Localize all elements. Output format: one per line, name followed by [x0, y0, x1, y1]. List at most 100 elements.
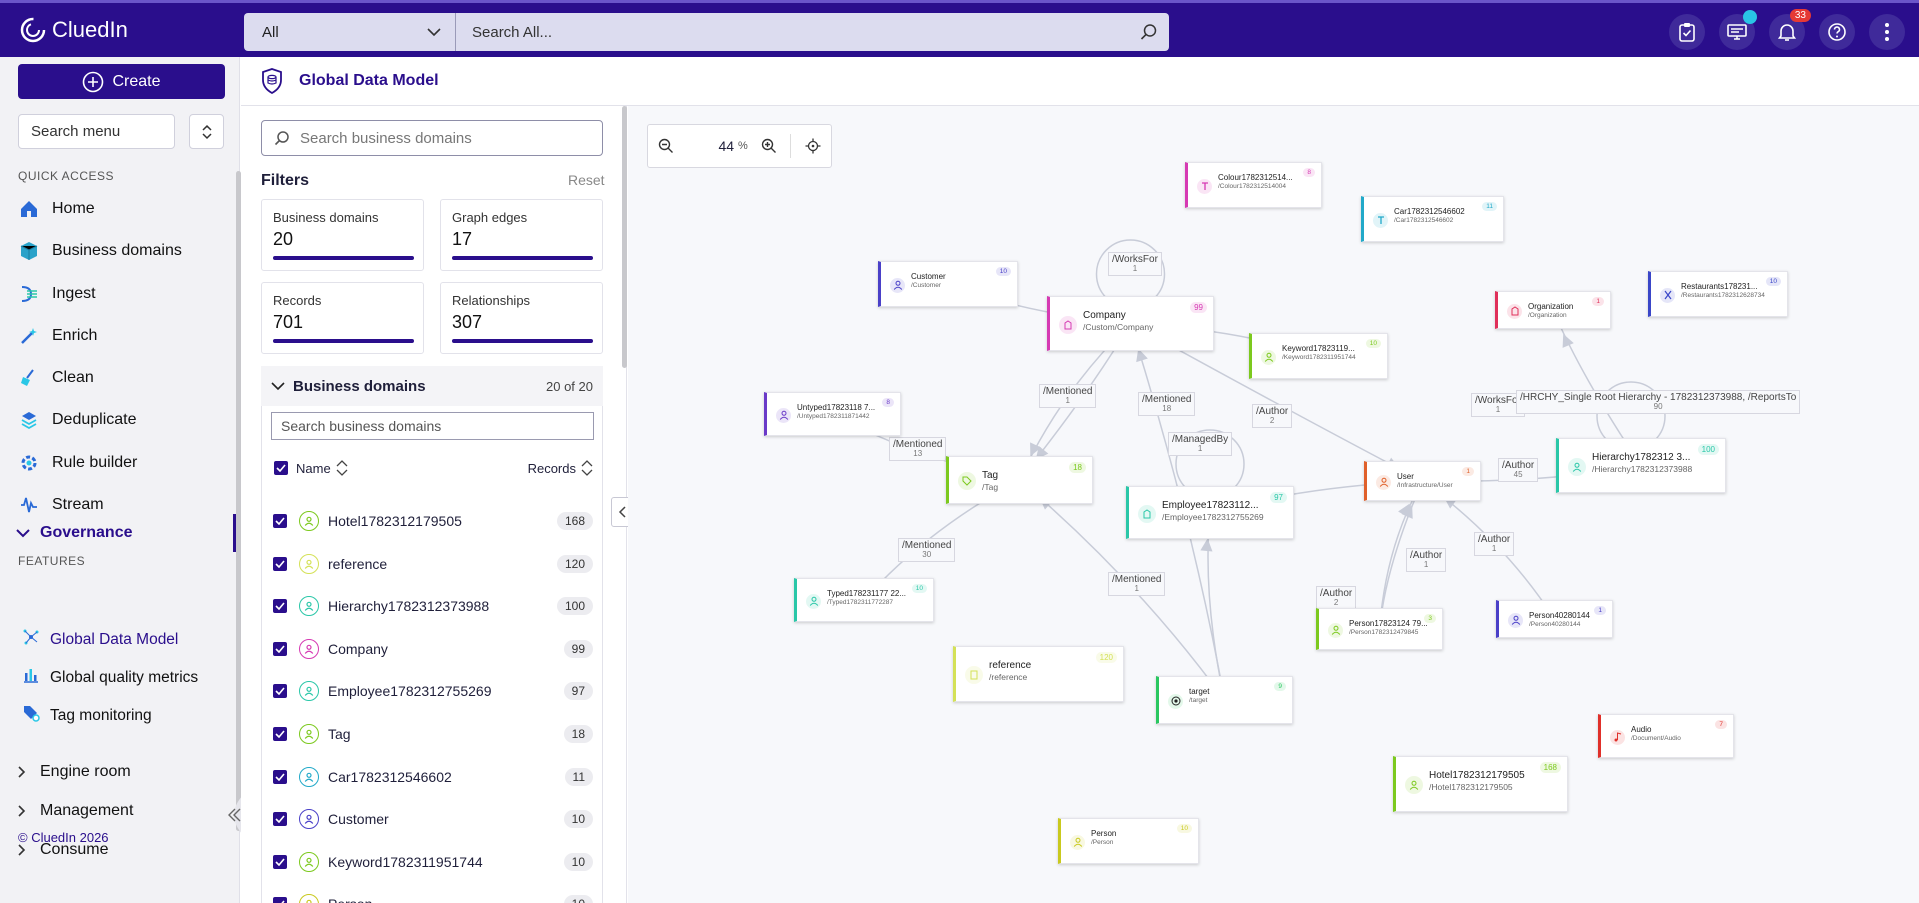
edge-label[interactable]: /Author 2: [1252, 404, 1293, 428]
page-header: Global Data Model: [241, 57, 1919, 106]
graph-node-person1[interactable]: Person17823124 79.../Person1782312479845…: [1316, 608, 1443, 650]
node-title: Colour1782312514...: [1218, 173, 1293, 182]
graph-node-typed[interactable]: Typed178231177 22.../Typed1782311772287 1…: [794, 578, 934, 622]
zoom-in-icon[interactable]: [751, 138, 788, 154]
domain-row[interactable]: Person 10: [273, 890, 593, 903]
graph-node-hierarchy[interactable]: Hierarchy1782312 3.../Hierarchy178231237…: [1556, 438, 1726, 493]
search-icon[interactable]: [1129, 23, 1169, 41]
nav-home[interactable]: Home: [18, 197, 95, 221]
nav-engine-room[interactable]: Engine room: [18, 763, 131, 781]
domain-checkbox[interactable]: [273, 556, 287, 571]
graph-canvas[interactable]: /WorksFor 1/Mentioned 1/Mentioned 18/Author…: [628, 106, 1919, 903]
business-domains-section-header[interactable]: Business domains 20 of 20: [261, 366, 603, 406]
domain-checkbox[interactable]: [273, 897, 287, 903]
domain-row[interactable]: Hotel1782312179505 168: [273, 507, 593, 535]
domain-row[interactable]: Keyword1782311951744 10: [273, 848, 593, 876]
col-name[interactable]: Name: [296, 460, 331, 476]
search-scope-select[interactable]: All: [244, 13, 456, 51]
help-icon[interactable]: [1819, 14, 1855, 50]
domain-row[interactable]: Hierarchy1782312373988 100: [273, 592, 593, 620]
domain-row[interactable]: Employee1782312755269 97: [273, 677, 593, 705]
nav-ingest[interactable]: Ingest: [18, 282, 96, 306]
clipboard-icon[interactable]: [1669, 14, 1705, 50]
domain-checkbox[interactable]: [273, 727, 287, 741]
nav-governance[interactable]: Governance: [16, 524, 132, 542]
graph-node-colour[interactable]: Colour1782312514.../Colour1782312514004 8: [1185, 162, 1322, 208]
nav-stream[interactable]: Stream: [18, 493, 104, 517]
nav-business-domains[interactable]: Business domains: [18, 239, 182, 263]
graph-node-hotel[interactable]: Hotel1782312179505/Hotel1782312179505 168: [1393, 756, 1568, 812]
recenter-icon[interactable]: [794, 138, 831, 154]
domain-row[interactable]: Car1782312546602 11: [273, 763, 593, 791]
node-type-icon: [1568, 457, 1586, 476]
graph-node-tag[interactable]: Tag/Tag 18: [946, 456, 1093, 504]
edge-label[interactable]: /HRCHY_Single Root Hierarchy - 178231237…: [1516, 390, 1801, 414]
graph-node-untyped[interactable]: Untyped17823118 7.../Untyped178231187144…: [764, 392, 901, 436]
domain-checkbox[interactable]: [273, 684, 287, 699]
nav-tag-monitoring[interactable]: Tag monitoring: [22, 704, 152, 727]
business-domain-search-input[interactable]: [300, 129, 602, 147]
sidebar-scrollbar[interactable]: [236, 171, 241, 831]
nav-management[interactable]: Management: [18, 802, 133, 820]
nav-clean[interactable]: Clean: [18, 366, 94, 390]
menu-sort-button[interactable]: [189, 114, 224, 149]
bell-icon[interactable]: 33: [1769, 9, 1811, 50]
edge-label[interactable]: /WorksFor 1: [1471, 393, 1525, 417]
edge-label[interactable]: /ManagedBy 1: [1168, 432, 1233, 456]
graph-node-organization[interactable]: Organization/Organization 1: [1495, 291, 1611, 329]
graph-node-person[interactable]: Person/Person 10: [1058, 818, 1199, 864]
panel-scrollbar[interactable]: [622, 106, 627, 368]
edge-label[interactable]: /WorksFor 1: [1108, 252, 1162, 276]
graph-node-car[interactable]: Car1782312546602/Car1782312546602 11: [1361, 196, 1504, 242]
nav-enrich[interactable]: Enrich: [18, 324, 97, 348]
more-vertical-icon[interactable]: [1869, 14, 1905, 50]
domain-row[interactable]: Tag 18: [273, 720, 593, 748]
reset-button[interactable]: Reset: [568, 172, 605, 188]
domain-row[interactable]: Company 99: [273, 635, 593, 663]
domain-checkbox[interactable]: [273, 854, 287, 869]
edge-label[interactable]: /Mentioned 18: [1138, 392, 1196, 416]
select-all-checkbox[interactable]: [274, 461, 288, 475]
edge-label[interactable]: /Author 45: [1498, 458, 1539, 482]
nav-deduplicate[interactable]: Deduplicate: [18, 408, 137, 432]
zoom-out-icon[interactable]: [648, 138, 685, 154]
edge-label[interactable]: /Author 2: [1316, 586, 1357, 610]
domain-row[interactable]: Customer 10: [273, 805, 593, 833]
edge-label[interactable]: /Mentioned 1: [1108, 572, 1166, 596]
graph-node-audio[interactable]: Audio/Document/Audio 7: [1598, 714, 1734, 758]
nav-global-data-model[interactable]: Global Data Model: [22, 628, 178, 651]
collapse-sidebar-icon[interactable]: [213, 795, 243, 835]
col-records[interactable]: Records: [527, 460, 576, 476]
domain-row[interactable]: reference 120: [273, 550, 593, 578]
edge-label[interactable]: /Mentioned 13: [889, 437, 947, 461]
sort-icon[interactable]: [335, 457, 349, 479]
graph-node-keyword[interactable]: Keyword17823119.../Keyword1782311951744 1…: [1249, 333, 1388, 379]
graph-node-customer[interactable]: Customer/Customer 10: [878, 261, 1018, 307]
menu-search-input[interactable]: [18, 114, 175, 149]
nav-global-quality-metrics[interactable]: Global quality metrics: [22, 666, 198, 689]
edge-label[interactable]: /Mentioned 30: [898, 538, 956, 562]
graph-node-reference[interactable]: reference/reference 120: [953, 646, 1124, 702]
domain-list-search-input[interactable]: [271, 412, 594, 440]
domain-checkbox[interactable]: [273, 641, 287, 656]
graph-node-target[interactable]: target/target 9: [1156, 676, 1293, 724]
graph-node-company[interactable]: Company/Custom/Company 99: [1047, 296, 1214, 351]
graph-node-employee[interactable]: Employee17823112.../Employee178231275526…: [1126, 486, 1294, 539]
graph-node-person2[interactable]: Person40280144/Person40280144 1: [1496, 600, 1613, 638]
create-button[interactable]: Create: [18, 64, 225, 99]
global-search-input[interactable]: [456, 13, 1129, 51]
sort-icon[interactable]: [580, 457, 594, 479]
graph-node-user[interactable]: User/Infrastructure/User 1: [1364, 461, 1481, 501]
edge-label[interactable]: /Mentioned 1: [1039, 384, 1097, 408]
nav-rule-builder[interactable]: Rule builder: [18, 451, 137, 475]
domain-checkbox[interactable]: [273, 514, 287, 528]
domain-checkbox[interactable]: [273, 769, 287, 784]
domain-checkbox[interactable]: [273, 599, 287, 614]
nav-consume[interactable]: Consume: [18, 841, 108, 859]
domain-checkbox[interactable]: [273, 812, 287, 827]
monitor-icon[interactable]: [1719, 10, 1757, 50]
graph-node-restaurants[interactable]: Restaurants178231.../Restaurants17823126…: [1648, 271, 1788, 317]
app-logo[interactable]: CluedIn: [18, 15, 128, 45]
